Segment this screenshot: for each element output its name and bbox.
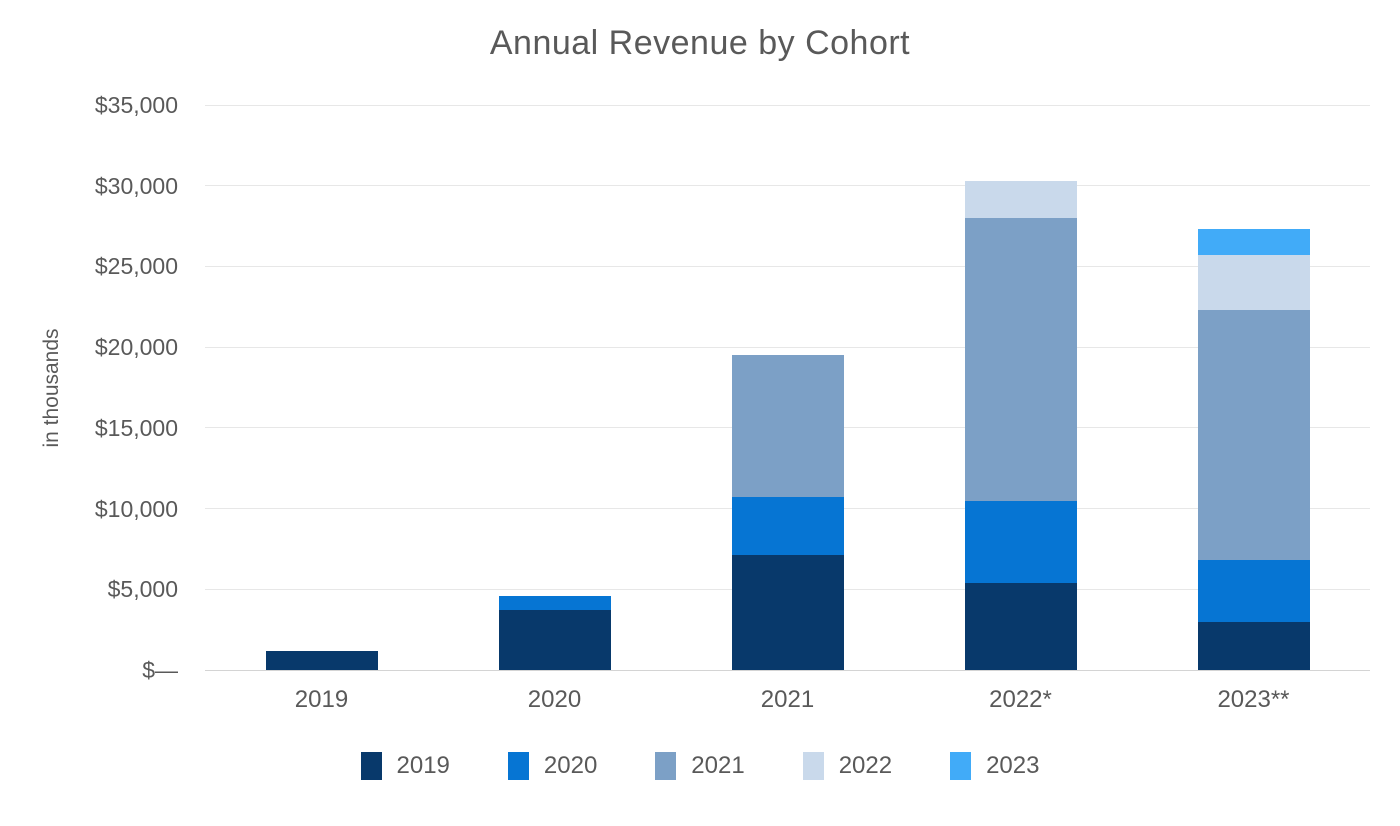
gridline	[205, 346, 1370, 348]
y-tick-label: $15,000	[94, 414, 178, 441]
bar-segment-cohort-2021	[731, 355, 844, 498]
legend-item-2023: 2023	[950, 752, 1039, 780]
x-tick-label: 2023**	[1217, 686, 1290, 713]
bar-segment-cohort-2022	[964, 180, 1077, 219]
gridline	[205, 185, 1370, 187]
y-tick-label: $—	[142, 657, 178, 683]
legend-swatch-2021	[655, 752, 677, 780]
bar-segment-cohort-2019	[964, 582, 1077, 670]
bar-2021	[731, 355, 844, 670]
y-tick-label: $10,000	[94, 495, 178, 522]
y-tick-label: $25,000	[94, 253, 178, 280]
bar-segment-cohort-2019	[498, 610, 611, 670]
bar-2019	[265, 650, 378, 670]
bar-segment-cohort-2019	[265, 650, 378, 670]
legend-swatch-2019	[360, 752, 382, 780]
bar-segment-cohort-2019	[1197, 621, 1310, 670]
plot-area	[205, 104, 1370, 671]
y-tick-label: $20,000	[94, 334, 178, 361]
bar-segment-cohort-2020	[731, 497, 844, 556]
bar-segment-cohort-2020	[964, 500, 1077, 583]
bar-segment-cohort-2020	[498, 595, 611, 611]
chart-title: Annual Revenue by Cohort	[489, 24, 911, 62]
x-axis-baseline	[205, 670, 1370, 671]
gridline	[205, 265, 1370, 267]
y-tick-label: $5,000	[107, 576, 178, 603]
legend: 2019 2020 2021 2022 2023	[0, 752, 1400, 780]
bar-segment-cohort-2023	[1197, 229, 1310, 256]
bar-segment-cohort-2021	[1197, 310, 1310, 561]
legend-swatch-2022	[802, 752, 824, 780]
legend-swatch-2020	[507, 752, 529, 780]
legend-label: 2020	[543, 752, 598, 779]
bar-segment-cohort-2019	[731, 555, 844, 670]
bar-segment-cohort-2021	[964, 218, 1077, 501]
bar-2022	[964, 180, 1077, 670]
y-tick-label: $30,000	[94, 172, 178, 199]
y-tick-label: $35,000	[94, 92, 178, 118]
legend-item-2020: 2020	[507, 752, 598, 780]
bar-segment-cohort-2020	[1197, 560, 1310, 622]
legend-swatch-2023	[950, 752, 972, 780]
bar-2023	[1197, 229, 1310, 670]
x-tick-label: 2019	[294, 686, 349, 713]
legend-label: 2019	[396, 752, 450, 779]
x-tick-label: 2020	[527, 686, 582, 713]
legend-item-2022: 2022	[802, 752, 893, 780]
legend-item-2019: 2019	[360, 752, 450, 780]
gridline	[205, 104, 1370, 106]
x-tick-label: 2022*	[989, 686, 1052, 713]
legend-item-2021: 2021	[655, 752, 745, 780]
legend-label: 2021	[691, 752, 745, 779]
legend-label: 2022	[838, 752, 893, 779]
legend-label: 2023	[986, 752, 1040, 779]
bar-2020	[498, 595, 611, 670]
bar-segment-cohort-2022	[1197, 255, 1310, 311]
x-tick-label: 2021	[760, 686, 815, 713]
